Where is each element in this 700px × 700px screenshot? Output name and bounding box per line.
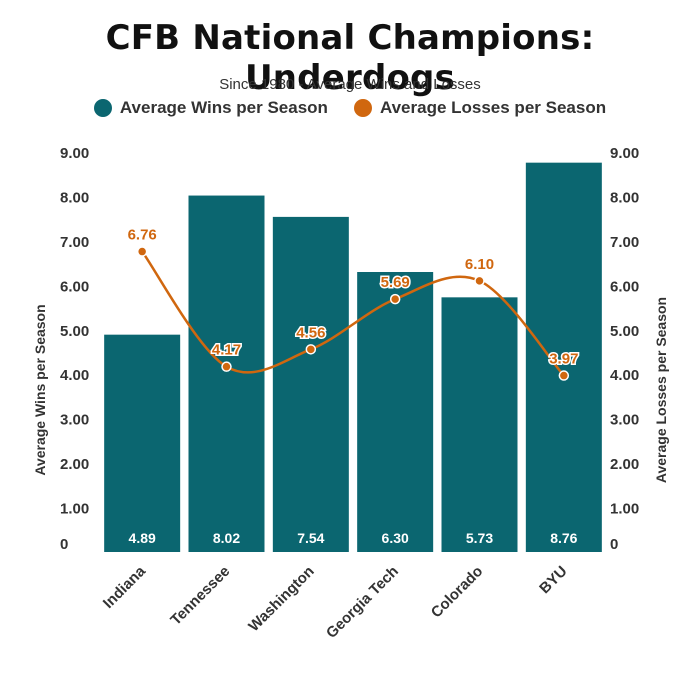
y-tick-label-right: 7.00 (610, 234, 639, 251)
losses-point (221, 361, 232, 372)
y-tick-label-right: 9.00 (610, 145, 639, 162)
y-tick-label-right: 0 (610, 536, 618, 553)
y-axis-title-right: Average Losses per Season (653, 297, 669, 483)
bars-group: 4.89 8.02 7.54 6.30 5.73 8.76 (104, 162, 602, 553)
bar-colorado (441, 297, 518, 552)
legend-swatch-wins (93, 99, 112, 117)
losses-value-label: 6.76 (128, 227, 157, 244)
bar-value-label: 5.73 (466, 530, 493, 546)
losses-line (141, 250, 565, 377)
x-category-label: Georgia Tech (323, 563, 402, 642)
losses-point (474, 275, 485, 287)
y-tick-label-right: 3.00 (610, 412, 639, 429)
y-tick-label-right: 2.00 (610, 456, 639, 473)
bar-value-label: 6.30 (382, 530, 409, 546)
y-tick-label-left: 1.00 (60, 501, 89, 518)
x-category-label: Indiana (100, 562, 150, 612)
losses-value-label: 4.17 (212, 342, 241, 359)
bar-value-label: 8.76 (550, 530, 577, 546)
y-tick-label-right: 6.00 (610, 278, 639, 295)
bar-washington (272, 216, 349, 552)
x-category-label: Washington (245, 563, 317, 635)
y-tick-label-left: 7.00 (60, 234, 89, 251)
bar-value-label: 8.02 (213, 530, 240, 546)
legend-item-losses: Average Losses per Season (353, 98, 607, 118)
losses-value-label: 5.69 (381, 274, 410, 291)
y-tick-label-right: 8.00 (610, 189, 639, 206)
legend: Average Wins per Season Average Losses p… (0, 98, 700, 118)
losses-value-label: 4.56 (296, 324, 325, 341)
bar-byu (525, 162, 602, 552)
y-tick-label-left: 2.00 (60, 456, 89, 473)
y-tick-label-left: 5.00 (60, 323, 89, 340)
losses-value-label: 3.97 (549, 351, 578, 368)
y-tick-label-left: 0 (60, 536, 68, 553)
y-axis-title-left: Average Wins per Season (32, 304, 48, 475)
y-tick-label-left: 8.00 (60, 189, 89, 206)
x-category-label: Tennessee (167, 563, 233, 629)
y-tick-label-left: 3.00 (60, 412, 89, 429)
losses-point (558, 370, 570, 381)
legend-item-wins: Average Wins per Season (93, 98, 328, 118)
x-category-label: BYU (536, 563, 570, 597)
chart-subtitle: Since 1980 - Average Wins and Losses (219, 76, 481, 93)
losses-point (305, 344, 317, 355)
y-tick-label-left: 9.00 (60, 145, 89, 162)
x-category-label: Colorado (428, 563, 487, 622)
y-tick-label-right: 5.00 (610, 323, 639, 340)
losses-line-group: 6.76 4.17 4.56 5.69 6.10 3.97 (126, 225, 580, 381)
y-tick-label-right: 4.00 (610, 367, 639, 384)
bar-value-label: 7.54 (297, 530, 324, 546)
y-tick-label-left: 6.00 (60, 278, 89, 295)
bar-value-label: 4.89 (129, 530, 156, 546)
chart-title: CFB National Champions: Underdogs (105, 18, 595, 98)
y-tick-label-right: 1.00 (610, 501, 639, 518)
bar-indiana (104, 334, 181, 552)
losses-point (136, 246, 148, 257)
y-tick-label-left: 4.00 (60, 367, 89, 384)
losses-point (389, 293, 401, 305)
legend-swatch-losses (353, 99, 372, 117)
losses-value-label: 6.10 (465, 256, 494, 273)
legend-label-wins: Average Wins per Season (119, 98, 328, 117)
legend-label-losses: Average Losses per Season (379, 98, 607, 117)
bar-georgia-tech (357, 272, 434, 552)
bar-tennessee (188, 195, 265, 553)
